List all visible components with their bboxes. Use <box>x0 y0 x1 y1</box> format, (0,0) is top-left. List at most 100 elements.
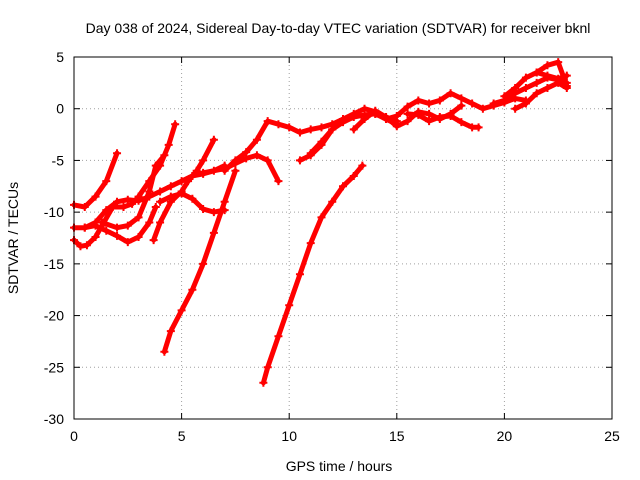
data-point <box>149 236 158 245</box>
data-point <box>532 89 541 98</box>
data-point <box>91 192 100 201</box>
data-point <box>102 206 111 215</box>
data-point <box>76 242 85 251</box>
data-point <box>102 177 111 186</box>
data-point <box>317 137 326 146</box>
y-axis-label: SDTVAR / TECUs <box>5 182 21 294</box>
data-point <box>425 109 434 118</box>
data-point <box>295 156 304 165</box>
series-line <box>151 137 217 243</box>
data-point <box>457 94 466 103</box>
data-point <box>274 332 283 341</box>
data-point <box>554 78 563 87</box>
data-point <box>91 232 100 241</box>
data-point <box>511 84 520 93</box>
series-line <box>534 59 570 89</box>
plot-frame <box>73 56 613 420</box>
data-point <box>166 192 175 201</box>
data-point <box>263 363 272 372</box>
data-point <box>285 301 294 310</box>
x-tick-label: 20 <box>497 428 513 444</box>
series-line <box>260 163 365 386</box>
data-point <box>145 192 154 201</box>
data-point <box>80 202 89 211</box>
x-axis: 0 5 10 15 20 25 <box>70 57 620 444</box>
data-point <box>113 223 122 232</box>
data-point <box>521 99 530 108</box>
data-point <box>231 166 240 175</box>
data-point <box>521 84 530 93</box>
data-point <box>306 149 315 158</box>
data-series <box>70 58 571 387</box>
data-point <box>113 197 122 206</box>
data-point <box>209 135 218 144</box>
data-point <box>177 189 186 198</box>
data-point <box>209 208 218 217</box>
data-point <box>220 197 229 206</box>
x-axis-label: GPS time / hours <box>286 458 393 474</box>
data-point <box>242 148 251 157</box>
data-point <box>156 218 165 227</box>
x-tick-label: 0 <box>70 428 78 444</box>
data-point <box>339 182 347 191</box>
data-point <box>371 109 380 118</box>
data-point <box>478 104 487 113</box>
data-point <box>160 151 169 160</box>
data-point <box>134 232 143 241</box>
series-arc-11 <box>259 161 367 387</box>
data-point <box>199 168 208 177</box>
y-tick-label: -25 <box>44 359 64 375</box>
data-point <box>339 118 347 127</box>
data-point <box>199 156 208 165</box>
data-point <box>306 125 315 134</box>
data-point <box>532 78 541 87</box>
data-point <box>349 171 358 180</box>
data-point <box>358 161 367 170</box>
y-tick-label: 5 <box>56 49 64 65</box>
data-point <box>500 92 509 101</box>
y-tick-label: -30 <box>44 411 64 427</box>
series-arc-16 <box>403 109 483 132</box>
data-point <box>80 223 89 232</box>
data-point <box>474 123 483 132</box>
data-point <box>554 58 563 67</box>
data-point <box>425 117 434 126</box>
x-tick-label: 5 <box>178 428 186 444</box>
data-point <box>184 177 193 186</box>
data-point <box>349 112 358 121</box>
data-point <box>446 111 455 120</box>
data-point <box>360 115 369 124</box>
data-point <box>119 202 128 211</box>
series-arc-10 <box>220 115 347 175</box>
data-point <box>414 96 423 105</box>
data-point <box>123 238 132 247</box>
data-point <box>414 110 423 119</box>
data-point <box>123 221 132 230</box>
data-point <box>317 123 326 132</box>
data-point <box>425 99 434 108</box>
data-point <box>177 306 186 315</box>
data-point <box>156 187 165 196</box>
data-point <box>328 125 337 134</box>
data-point <box>468 99 477 108</box>
y-tick-label: 0 <box>56 101 64 117</box>
data-point <box>274 177 283 186</box>
data-point <box>263 156 272 165</box>
series-arc-2 <box>70 120 180 251</box>
grid <box>74 57 612 419</box>
data-point <box>134 213 143 222</box>
data-point <box>263 117 272 126</box>
chart-title: Day 038 of 2024, Sidereal Day-to-day VTE… <box>86 20 591 36</box>
data-point <box>134 196 143 205</box>
data-point <box>171 120 180 129</box>
data-point <box>317 213 326 222</box>
y-tick-label: -5 <box>52 152 65 168</box>
data-point <box>446 89 455 98</box>
x-tick-label: 25 <box>604 428 620 444</box>
x-tick-label: 15 <box>389 428 405 444</box>
x-tick-label: 10 <box>281 428 297 444</box>
series-line <box>161 168 238 355</box>
data-point <box>166 182 175 191</box>
data-point <box>435 96 444 105</box>
